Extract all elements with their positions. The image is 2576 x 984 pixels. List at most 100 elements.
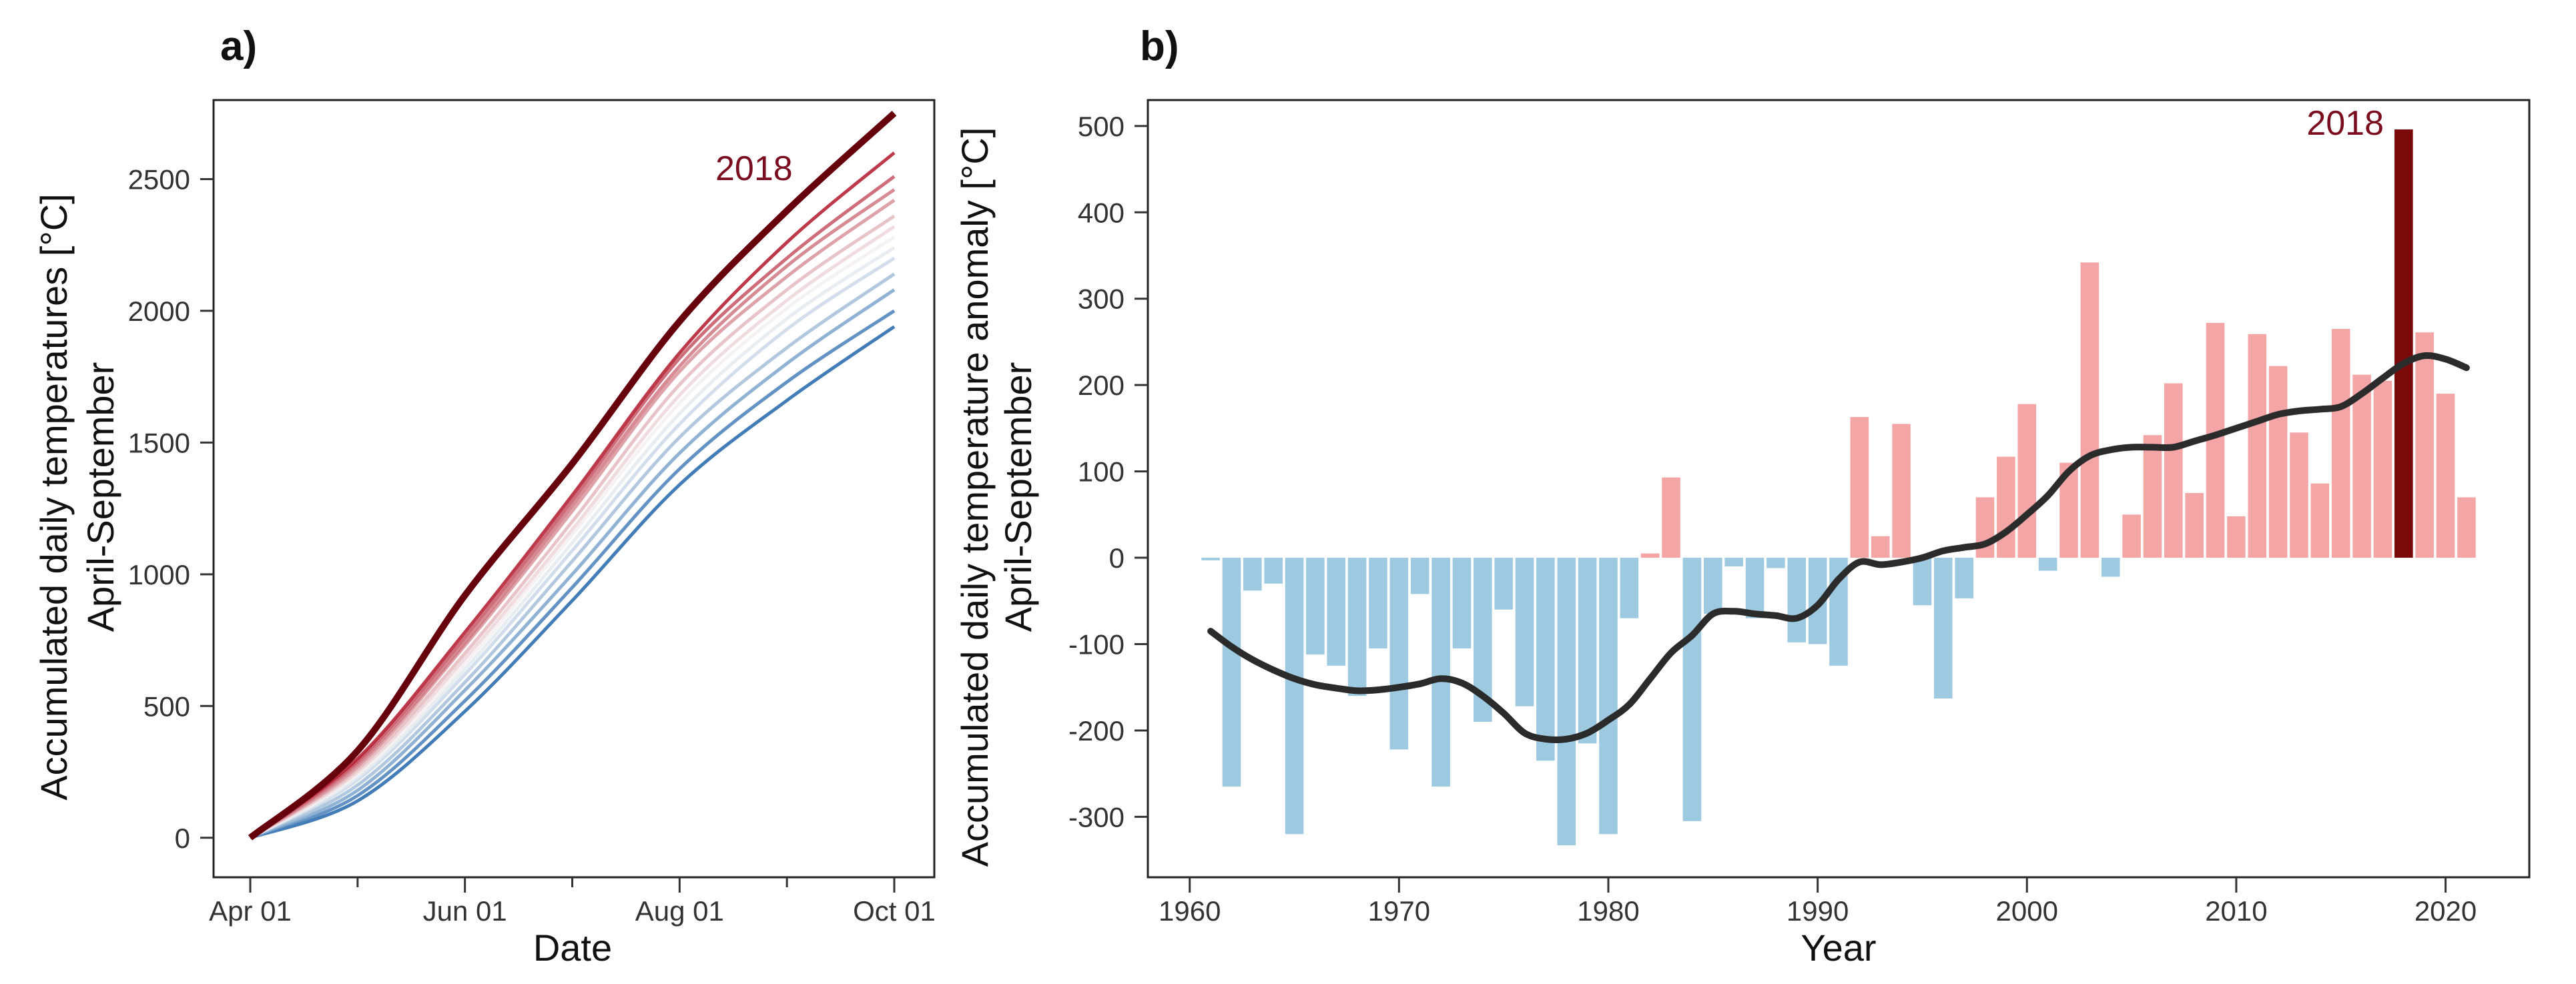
- panel-a-y-tick-label: 2500: [128, 163, 190, 195]
- panel-b-bar-1986: [1724, 558, 1743, 566]
- panel-a-year-line-1990: [249, 256, 896, 839]
- panel-b-bar-1983: [1662, 477, 1680, 558]
- panel-a-year-line-2020: [249, 151, 896, 839]
- panel-b-bar-2016: [2352, 374, 2371, 558]
- panel-a-x-axis: Apr 01 Jun 01 Aug 01 Oct 01: [209, 877, 936, 927]
- panel-b-bars: [1201, 129, 2476, 846]
- panel-a-y-tick-label: 0: [175, 823, 190, 854]
- panel-b-bar-2005: [2122, 514, 2141, 558]
- panel-b-bar-1997: [1955, 558, 1973, 598]
- panel-a-year-line-1962: [250, 325, 896, 840]
- panel-b-bar-1981: [1620, 558, 1639, 618]
- panel-a-year-line-2022: [249, 175, 896, 839]
- panel-b-bar-1973: [1452, 558, 1472, 648]
- panel-b-y-tick-label: -100: [1068, 629, 1124, 660]
- panel-a-x-tick-label: Jun 01: [423, 895, 507, 927]
- panel-a-year-line-2003: [249, 199, 896, 839]
- panel-b-bar-1982: [1640, 553, 1660, 558]
- panel-a-y-tick-label: 1500: [128, 427, 190, 458]
- panel-b-bar-2021: [2457, 497, 2476, 558]
- panel-a-year-line-1965: [250, 309, 896, 840]
- panel-b-label: b): [1140, 23, 1179, 69]
- panel-b-bar-1979: [1578, 558, 1597, 744]
- panel-b-bar-1965: [1285, 558, 1304, 835]
- panel-a-y-axis-title: Accumulated daily temperatures [°C]: [33, 193, 75, 800]
- panel-a-y-tick-label: 2000: [128, 296, 190, 327]
- panel-b-bar-1962: [1222, 558, 1241, 787]
- panel-b-annotation-2018: 2018: [2306, 104, 2384, 143]
- panel-a-year-line-1970: [249, 288, 896, 840]
- panel-b-bar-1968: [1347, 558, 1367, 696]
- panel-b-bar-2010: [2227, 516, 2246, 558]
- panel-b-bar-1970: [1389, 558, 1409, 750]
- panel-b-bar-2018: [2394, 129, 2413, 558]
- panel-b-bar-1967: [1327, 558, 1346, 666]
- panel-b-y-axis: -300 -200 -100 0 100 200 300 400 500: [1068, 111, 1148, 833]
- panel-a-label: a): [220, 23, 257, 69]
- panel-a-lines: [248, 111, 897, 841]
- panel-b-smooth-line: [1207, 352, 2470, 744]
- panel-b-bar-1975: [1494, 558, 1513, 610]
- panel-b-bar-2007: [2164, 383, 2183, 558]
- panel-b-x-tick-label: 1990: [1787, 895, 1849, 927]
- panel-b-x-tick-label: 2020: [2414, 895, 2477, 927]
- panel-b-y-tick-label: 100: [1078, 456, 1124, 488]
- panel-b-bar-2020: [2436, 394, 2455, 558]
- panel-a-annotation-2018: 2018: [715, 149, 793, 188]
- panel-b-bar-1963: [1243, 558, 1262, 591]
- panel-a-x-tick-label: Oct 01: [853, 895, 936, 927]
- panel-b-y-tick-label: 200: [1078, 370, 1124, 401]
- panel-a-x-axis-title: Date: [533, 927, 612, 969]
- panel-b-bar-1978: [1557, 558, 1576, 846]
- panel-b-y-tick-label: 500: [1078, 111, 1124, 142]
- panel-b-bar-2015: [2331, 329, 2350, 558]
- panel-b-bar-1995: [1913, 558, 1932, 606]
- panel-b-bar-2001: [2038, 558, 2057, 571]
- panel-b-bar-1966: [1306, 558, 1325, 655]
- panel-b-plot-frame: [1147, 99, 2531, 879]
- panel-b-bar-1987: [1745, 558, 1764, 618]
- panel-a-y-tick-label: 1000: [128, 559, 190, 590]
- panel-a-y-axis-subtitle: April-September: [79, 362, 121, 632]
- panel-a-y-tick-label: 500: [143, 690, 190, 722]
- panel-b-x-axis-title: Year: [1801, 927, 1876, 969]
- panel-a-plot-frame: [212, 99, 936, 879]
- panel-b-x-axis: 1960 1970 1980 1990 2000 2010 2020: [1159, 877, 2477, 927]
- panel-b-bar-2019: [2415, 332, 2434, 558]
- panel-b-bar-1972: [1431, 558, 1450, 787]
- panel-b-y-tick-label: 400: [1078, 197, 1124, 228]
- panel-a-year-line-1999: [249, 246, 896, 839]
- panel-b-bar-2003: [2080, 262, 2100, 558]
- panel-b-x-tick-label: 1960: [1159, 895, 1221, 927]
- panel-b-y-tick-label: -200: [1068, 715, 1124, 747]
- panel-b-bar-2008: [2185, 492, 2204, 558]
- panel-a-x-tick-label: Aug 01: [635, 895, 724, 927]
- panel-b-bar-1992: [1850, 417, 1869, 558]
- panel-b-bar-2000: [2017, 404, 2037, 558]
- panel-a-year-line-2011: [249, 225, 896, 839]
- panel-a-y-axis: 0 500 1000 1500 2000 2500: [128, 163, 214, 854]
- panel-b-bar-1969: [1369, 558, 1387, 648]
- panel-b-y-axis-subtitle: April-September: [997, 362, 1039, 632]
- panel-b-x-tick-label: 1970: [1368, 895, 1430, 927]
- panel-b: b) -300 -200 -100 0 100 200 300 400 500 1960 1970…: [954, 23, 2531, 969]
- panel-a-year-line-2018: [248, 111, 897, 841]
- panel-b-bar-1971: [1410, 558, 1429, 594]
- panel-b-bar-1985: [1704, 558, 1722, 614]
- panel-b-bar-2014: [2310, 483, 2330, 558]
- panel-b-x-tick-label: 2000: [1996, 895, 2058, 927]
- panel-b-bar-1980: [1599, 558, 1618, 835]
- panel-b-x-tick-label: 2010: [2205, 895, 2267, 927]
- panel-b-bar-1976: [1515, 558, 1534, 706]
- panel-b-bar-1999: [1997, 456, 2015, 558]
- panel-b-bar-2012: [2268, 366, 2288, 558]
- panel-b-bar-2011: [2248, 334, 2267, 558]
- panel-b-bar-2004: [2101, 558, 2120, 577]
- panel-b-y-tick-label: 0: [1109, 542, 1124, 574]
- panel-b-bar-1977: [1536, 558, 1555, 761]
- panel-b-bar-1994: [1892, 424, 1911, 558]
- panel-b-bar-2013: [2290, 432, 2308, 558]
- panel-b-bar-1964: [1264, 558, 1283, 584]
- panel-b-y-tick-label: 300: [1078, 284, 1124, 315]
